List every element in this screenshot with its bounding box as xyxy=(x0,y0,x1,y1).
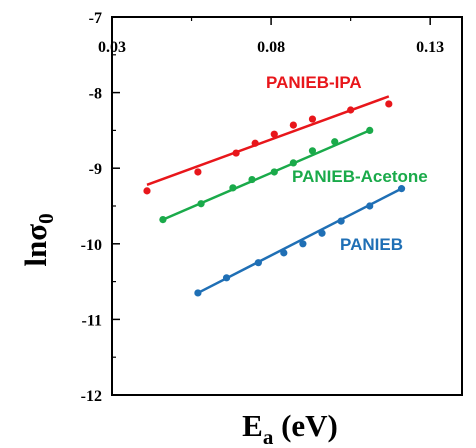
fit-lines xyxy=(147,96,402,293)
data-point-panieb-acetone xyxy=(366,127,373,134)
data-point-panieb-ipa xyxy=(143,187,150,194)
y-tick-label: -8 xyxy=(89,86,102,103)
y-tick-label: -7 xyxy=(89,10,102,27)
y-axis-label-sub: 0 xyxy=(34,213,58,224)
data-point-panieb xyxy=(398,185,405,192)
x-tick-label: 0.08 xyxy=(257,39,285,56)
data-point-panieb-acetone xyxy=(309,147,316,154)
data-point-panieb xyxy=(337,218,344,225)
y-tick-label: -10 xyxy=(81,237,102,254)
x-axis-label-unit: (eV) xyxy=(273,408,338,443)
y-axis-label: lnσ0 xyxy=(18,213,58,266)
data-point-panieb-acetone xyxy=(290,159,297,166)
data-point-panieb-acetone xyxy=(229,184,236,191)
data-point-panieb xyxy=(223,274,230,281)
x-axis-label: Ea (eV) xyxy=(242,408,338,448)
data-point-panieb xyxy=(318,230,325,237)
data-point-panieb-ipa xyxy=(194,168,201,175)
y-tick-label: -9 xyxy=(89,161,102,178)
series-label-panieb-ipa: PANIEB-IPA xyxy=(266,73,362,92)
data-point-panieb xyxy=(280,249,287,256)
data-point-panieb-acetone xyxy=(197,200,204,207)
x-axis-label-main: E xyxy=(242,408,263,443)
series-label-panieb: PANIEB xyxy=(340,235,403,254)
data-point-panieb xyxy=(299,240,306,247)
data-point-panieb-ipa xyxy=(252,140,259,147)
data-point-panieb-ipa xyxy=(232,149,239,156)
data-point-panieb xyxy=(194,289,201,296)
data-point-panieb-acetone xyxy=(331,138,338,145)
data-point-panieb-acetone xyxy=(248,176,255,183)
x-axis-label-sub: a xyxy=(263,425,274,448)
data-point-panieb-acetone xyxy=(271,168,278,175)
data-point-panieb-ipa xyxy=(290,122,297,129)
data-point-panieb-acetone xyxy=(159,216,166,223)
data-point-panieb xyxy=(255,259,262,266)
x-tick-label: 0.03 xyxy=(98,39,126,56)
data-point-panieb xyxy=(366,202,373,209)
data-point-panieb-ipa xyxy=(347,106,354,113)
series-label-panieb-acetone: PANIEB-Acetone xyxy=(292,167,428,186)
data-point-panieb-ipa xyxy=(385,100,392,107)
data-points xyxy=(143,100,405,296)
y-tick-label: -11 xyxy=(82,312,102,329)
y-axis-label-main: lnσ xyxy=(18,224,53,267)
y-tick-label: -12 xyxy=(81,388,102,405)
data-point-panieb-ipa xyxy=(309,115,316,122)
x-tick-label: 0.13 xyxy=(416,39,444,56)
data-point-panieb-ipa xyxy=(271,131,278,138)
tick-labels: -7 -8 -9 -10 -11 -12 0.03 0.08 0.13 xyxy=(81,10,445,405)
